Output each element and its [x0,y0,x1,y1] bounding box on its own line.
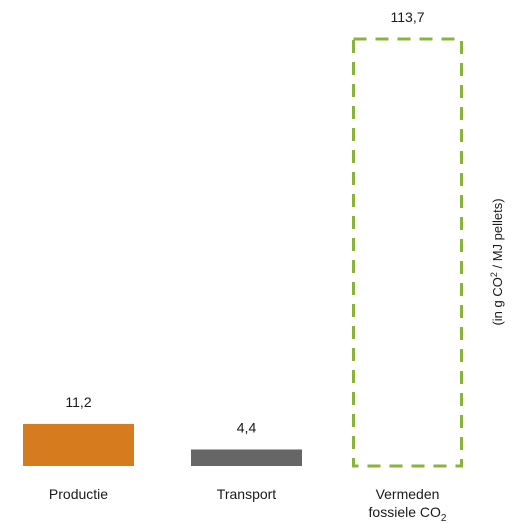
bars-group [23,37,463,468]
category-label-vermeden-fossiele-co2-line-2: fossiele CO2​ [369,504,447,524]
y-axis-label: (in g CO2​ / MJ pellets) [489,198,505,325]
bar-productie [23,423,134,466]
bar-vermeden-fossiele-co2 [352,37,463,468]
category-label-transport: Transport [217,486,277,502]
value-label-transport: 4,4 [237,419,257,435]
category-label-productie: Productie [49,486,108,502]
bar-transport [191,449,302,466]
value-label-productie: 11,2 [65,394,91,410]
labels-group: 11,2 Productie 4,4 Transport 113,7 Vermeden fo… [49,9,447,524]
value-label-vermeden-fossiele-co2: 113,7 [391,9,425,25]
category-label-vermeden-fossiele-co2-line-1: Vermeden [376,486,440,502]
